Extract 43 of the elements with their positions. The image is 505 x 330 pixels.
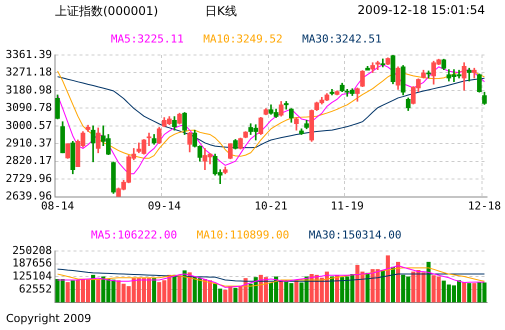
bar bbox=[396, 262, 400, 302]
y-tick-label: 125104 bbox=[12, 270, 52, 283]
bar bbox=[472, 283, 476, 302]
text: Copyright 2009 bbox=[6, 312, 92, 327]
bar bbox=[279, 280, 284, 302]
x-tick-label: 11-19 bbox=[330, 199, 364, 212]
text: 2009-12-18 15:01:54 bbox=[358, 3, 485, 17]
bar bbox=[152, 278, 156, 302]
y-tick-label: 3090.78 bbox=[6, 101, 52, 114]
bar bbox=[96, 278, 100, 302]
y-tick-label: 2820.17 bbox=[6, 154, 52, 168]
text: MA5:106222.00 bbox=[90, 228, 178, 242]
y-tick-label: 3361.39 bbox=[6, 48, 52, 61]
chart-subtitle: 日K线 bbox=[205, 3, 237, 20]
x-tick-label: 12-18 bbox=[468, 199, 502, 212]
chart-title: 上证指数(000001) bbox=[55, 3, 158, 20]
x-tick-label: 10-21 bbox=[254, 199, 288, 212]
y-tick-label: 2729.96 bbox=[6, 172, 52, 185]
bar bbox=[462, 282, 466, 302]
bar bbox=[172, 274, 176, 302]
text: MA5:3225.11 bbox=[110, 32, 184, 46]
bar bbox=[426, 262, 431, 302]
x-tick-label: 09-14 bbox=[148, 199, 182, 212]
y-tick-label: 187656 bbox=[12, 256, 52, 270]
y-tick-label: 3000.57 bbox=[6, 118, 52, 132]
bar bbox=[233, 288, 238, 302]
x-tick-label: 08-14 bbox=[40, 199, 74, 212]
bar bbox=[294, 280, 298, 302]
y-tick-label: 3180.98 bbox=[6, 83, 52, 96]
y-tick-label: 2910.37 bbox=[6, 136, 52, 150]
bar bbox=[66, 282, 70, 302]
bar bbox=[386, 255, 390, 302]
text: MA10:110899.00 bbox=[196, 228, 290, 242]
bar bbox=[177, 275, 182, 302]
text: MA30:150314.00 bbox=[308, 228, 402, 242]
y-tick-label: 3271.18 bbox=[6, 66, 52, 79]
text: MA10:3249.52 bbox=[203, 32, 283, 46]
y-tick-label: 250208 bbox=[12, 244, 52, 257]
y-tick-label: 62552 bbox=[18, 282, 52, 296]
bar bbox=[70, 280, 75, 302]
text: MA30:3242.51 bbox=[302, 32, 382, 46]
bar bbox=[467, 283, 472, 302]
bar bbox=[380, 270, 385, 302]
